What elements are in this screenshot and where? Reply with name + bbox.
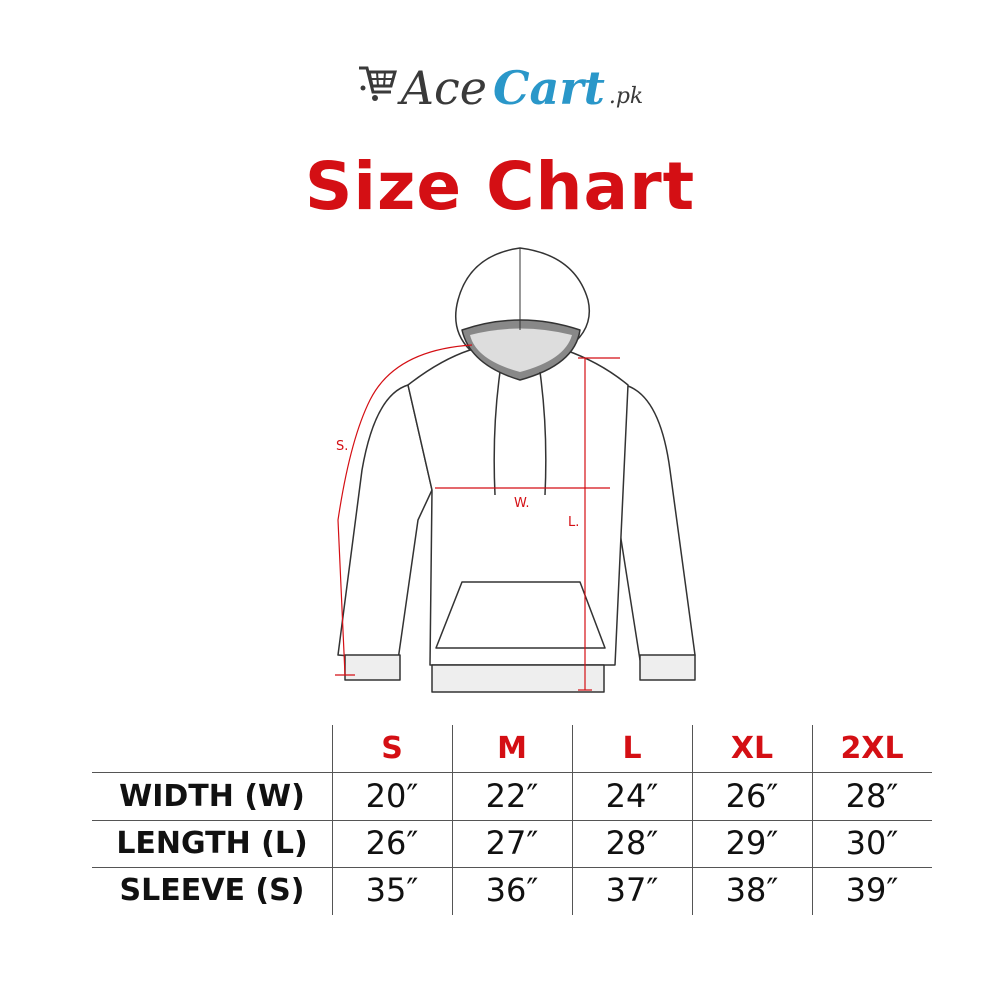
size-header-l: L: [622, 731, 642, 766]
kangaroo-pocket: [435, 581, 606, 649]
size-table: S M L XL 2XL WIDTH (W) 20″ 22″ 24″ 26″ 2…: [92, 725, 932, 915]
size-header-m: M: [497, 731, 527, 766]
table-cell: 29″: [725, 824, 779, 862]
divider: [92, 867, 932, 868]
table-cell: 36″: [485, 871, 539, 909]
width-label: W.: [514, 496, 530, 511]
acecart-logo: Ace Cart .pk: [0, 48, 1000, 118]
logo-text-ace: Ace: [400, 61, 487, 115]
row-label-width: WIDTH (W): [119, 779, 305, 814]
table-cell: 20″: [365, 777, 419, 815]
waistband: [431, 664, 605, 693]
size-header-s: S: [381, 731, 403, 766]
divider: [92, 772, 932, 773]
logo-text-pk: .pk: [608, 84, 644, 109]
table-cell: 37″: [605, 871, 659, 909]
sleeve-measure-line: [337, 344, 473, 676]
table-cell: 28″: [845, 777, 899, 815]
left-cuff: [344, 654, 401, 681]
shopping-cart-icon: [358, 66, 397, 101]
length-label: L.: [568, 515, 579, 530]
table-cell: 22″: [485, 777, 539, 815]
table-cell: 26″: [725, 777, 779, 815]
table-cell: 26″: [365, 824, 419, 862]
table-cell: 39″: [845, 871, 899, 909]
table-cell: 28″: [605, 824, 659, 862]
row-label-sleeve: SLEEVE (S): [119, 873, 305, 908]
size-header-2xl: 2XL: [840, 731, 904, 766]
drawstring: [493, 371, 501, 496]
sleeve-label: S.: [336, 439, 348, 454]
right-cuff: [639, 654, 696, 681]
table-cell: 30″: [845, 824, 899, 862]
hood-lining: [470, 328, 572, 372]
hoodie-diagram: S. W. L.: [335, 247, 696, 693]
logo-text-cart: Cart: [492, 61, 605, 115]
size-header-xl: XL: [730, 731, 774, 766]
page-title: Size Chart: [304, 148, 696, 225]
row-label-length: LENGTH (L): [116, 826, 308, 861]
divider: [92, 820, 932, 821]
table-cell: 27″: [485, 824, 539, 862]
drawstring: [539, 371, 547, 496]
table-cell: 35″: [365, 871, 419, 909]
table-cell: 24″: [605, 777, 659, 815]
table-cell: 38″: [725, 871, 779, 909]
